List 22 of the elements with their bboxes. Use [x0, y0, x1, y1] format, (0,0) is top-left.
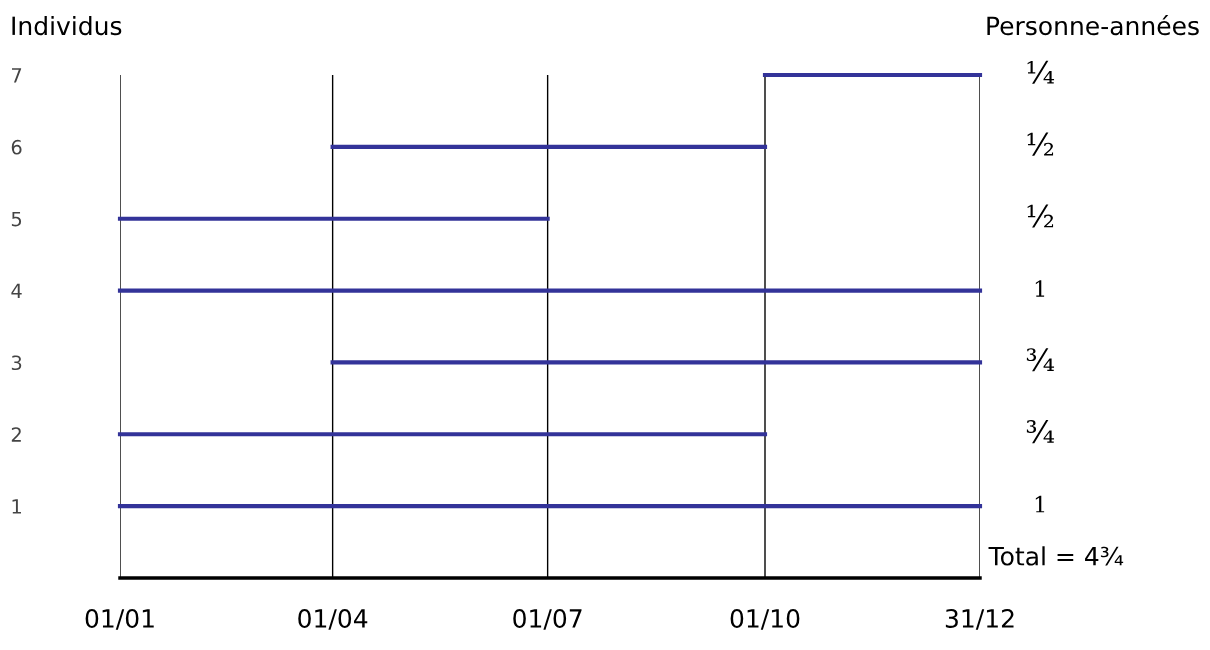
- y-tick-label: 6: [11, 139, 22, 155]
- text: 1: [1035, 495, 1045, 513]
- y-axis-title: Individus: [12, 15, 122, 36]
- x-tick-label: 31/12: [945, 609, 1014, 630]
- text: 1: [1035, 280, 1045, 297]
- text: ½: [1027, 204, 1054, 228]
- y-tick-label: 1: [12, 499, 21, 514]
- y-tick-label: 5: [11, 211, 22, 227]
- y2-axis-title: Personne-années: [987, 14, 1199, 36]
- text: Total = 4¾: [988, 546, 1124, 566]
- text: ¾: [1026, 420, 1055, 444]
- text: ¼: [1027, 60, 1055, 84]
- x-tick-label: 01/04: [298, 609, 368, 630]
- y-tick-label: 2: [11, 427, 21, 442]
- text: ¾: [1026, 348, 1055, 372]
- x-tick-label: 01/07: [513, 609, 582, 630]
- text: ½: [1027, 132, 1054, 156]
- y-tick-label: 7: [12, 68, 22, 83]
- y-tick-label: 4: [11, 283, 22, 298]
- x-tick-label: 01/10: [730, 609, 800, 630]
- x-tick-label: 01/01: [85, 609, 154, 630]
- y-tick-label: 3: [11, 355, 22, 371]
